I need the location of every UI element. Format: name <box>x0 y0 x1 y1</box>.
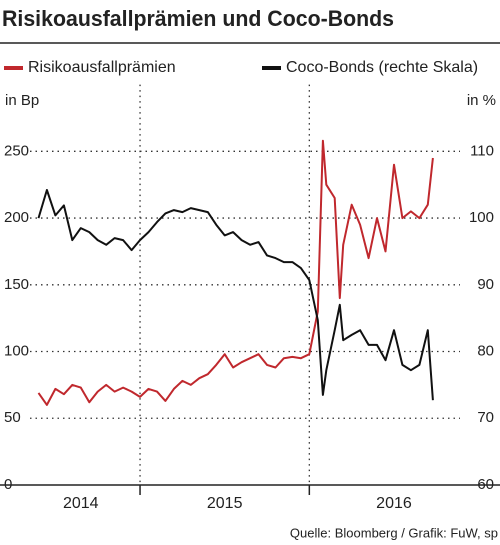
y2-tick-label: 90 <box>477 276 494 293</box>
legend-label: Risikoausfallprämien <box>28 59 176 76</box>
x-tick-label: 2014 <box>63 495 99 512</box>
series-line <box>37 189 434 401</box>
chart-title: Risikoausfallprämien und Coco-Bonds <box>2 6 394 31</box>
y2-axis-label: in % <box>467 92 496 109</box>
y-tick-label: 50 <box>4 409 21 426</box>
x-tick-label: 2016 <box>376 495 412 512</box>
source: Quelle: Bloomberg / Grafik: FuW, sp <box>290 525 498 540</box>
y-tick-label: 250 <box>4 142 29 159</box>
y2-tick-label: 100 <box>469 209 494 226</box>
y-tick-label: 150 <box>4 276 29 293</box>
y-tick-label: 100 <box>4 343 29 360</box>
legend-label: Coco-Bonds (rechte Skala) <box>286 59 478 76</box>
y-axis-label: in Bp <box>5 92 39 109</box>
series-line <box>37 139 434 406</box>
y2-tick-label: 70 <box>477 409 494 426</box>
x-tick-label: 2015 <box>207 495 243 512</box>
y2-tick-label: 80 <box>477 343 494 360</box>
y2-tick-label: 110 <box>470 142 494 159</box>
y-tick-label: 200 <box>4 209 29 226</box>
